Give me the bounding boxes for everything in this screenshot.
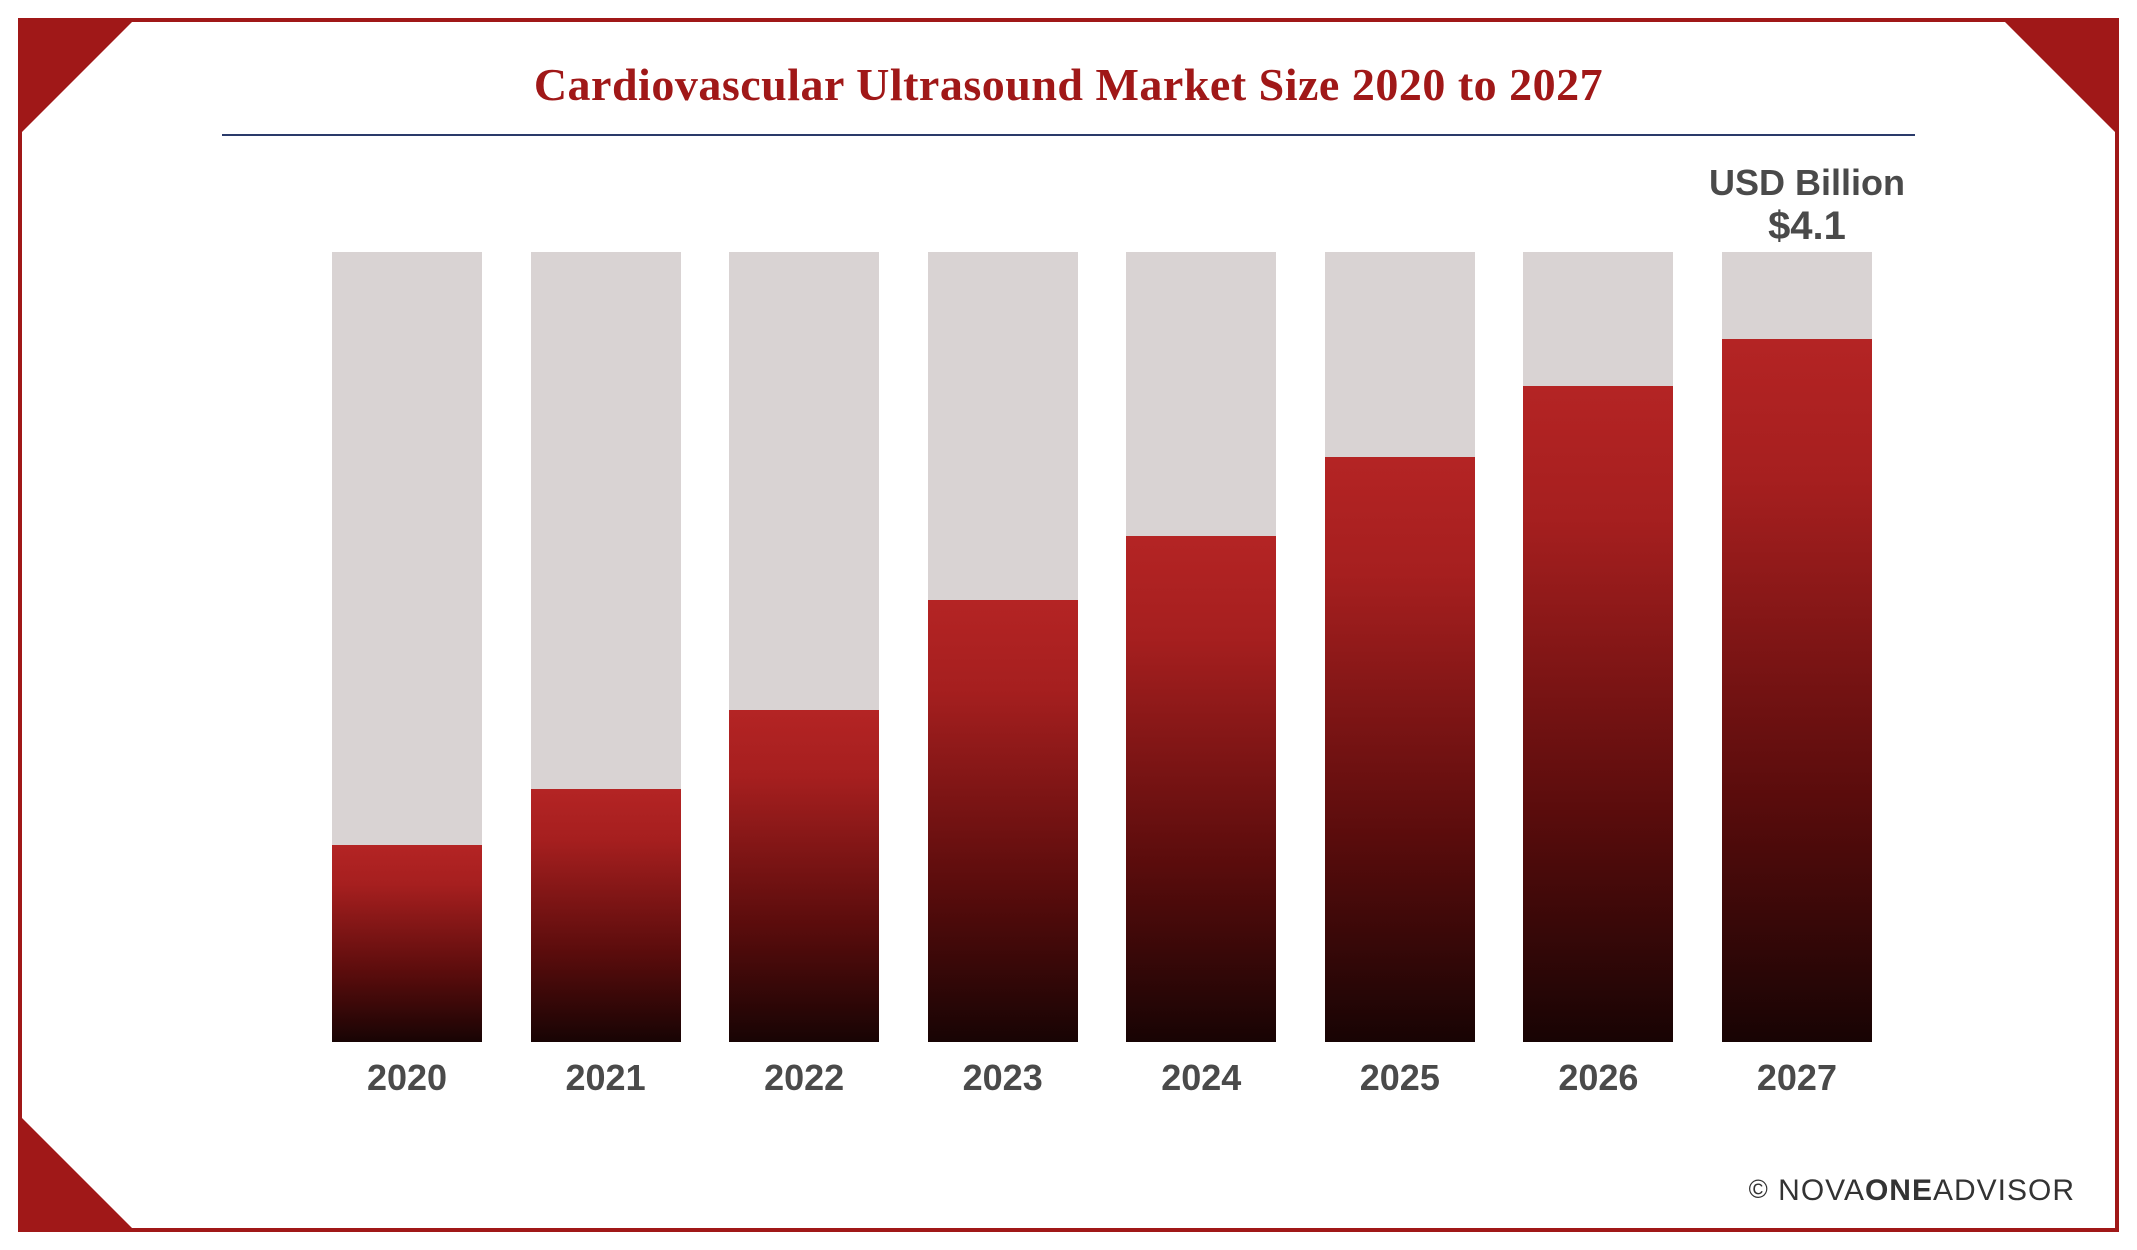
chart-frame: Cardiovascular Ultrasound Market Size 20… xyxy=(18,18,2119,1232)
chart-area xyxy=(332,252,1872,1042)
bar-fill xyxy=(1325,457,1475,1042)
bar-fill xyxy=(928,600,1078,1042)
bar-wrap xyxy=(1126,252,1276,1042)
corner-triangle-bottom-left xyxy=(22,1118,132,1228)
x-axis-label: 2027 xyxy=(1722,1057,1872,1099)
chart-title: Cardiovascular Ultrasound Market Size 20… xyxy=(22,58,2115,111)
x-axis-label: 2025 xyxy=(1325,1057,1475,1099)
bar-wrap xyxy=(531,252,681,1042)
brand-nova: NOVA xyxy=(1778,1174,1865,1207)
bar-wrap xyxy=(1325,252,1475,1042)
bar-wrap xyxy=(332,252,482,1042)
callout-value-label: $4.1 xyxy=(1692,204,1922,249)
callout-unit-label: USD Billion xyxy=(1692,162,1922,204)
bar-wrap xyxy=(1722,252,1872,1042)
bar-fill xyxy=(332,845,482,1043)
brand-advisor: ADVISOR xyxy=(1933,1174,2075,1207)
bar-wrap xyxy=(928,252,1078,1042)
x-axis-label: 2021 xyxy=(531,1057,681,1099)
attribution: © NOVAONEADVISOR xyxy=(1749,1174,2075,1208)
x-axis-labels: 2020 2021 2022 2023 2024 2025 2026 2027 xyxy=(332,1057,1872,1099)
bar-fill xyxy=(1523,386,1673,1042)
brand-one: ONE xyxy=(1865,1174,1933,1207)
copyright-symbol: © xyxy=(1749,1174,1769,1204)
bar-wrap xyxy=(1523,252,1673,1042)
x-axis-label: 2024 xyxy=(1126,1057,1276,1099)
x-axis-label: 2022 xyxy=(729,1057,879,1099)
bar-fill xyxy=(729,710,879,1042)
title-underline xyxy=(222,134,1915,136)
bar-fill xyxy=(531,789,681,1042)
bar-fill xyxy=(1126,536,1276,1042)
bar-wrap xyxy=(729,252,879,1042)
x-axis-label: 2026 xyxy=(1523,1057,1673,1099)
x-axis-label: 2023 xyxy=(928,1057,1078,1099)
x-axis-label: 2020 xyxy=(332,1057,482,1099)
bar-fill xyxy=(1722,339,1872,1042)
